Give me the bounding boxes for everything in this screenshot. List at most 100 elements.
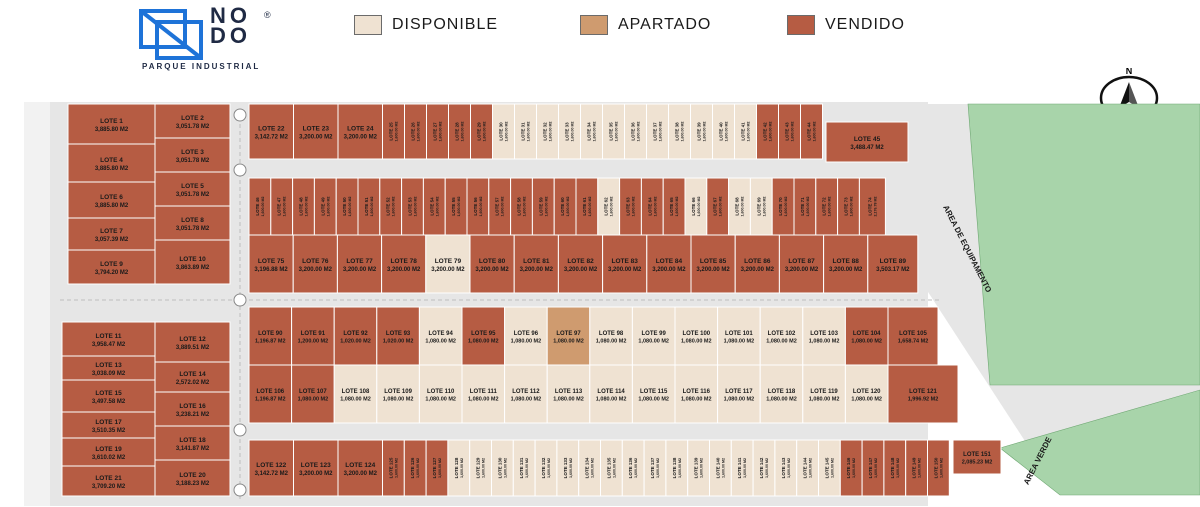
lot-lote-101[interactable]: LOTE 101 1,080.00 M2: [717, 306, 761, 366]
lot-lote-70[interactable]: LOTE 70 1,600.00 M2: [771, 177, 795, 236]
lot-lote-122[interactable]: LOTE 122 3,142.72 M2: [248, 439, 294, 497]
lot-lote-82[interactable]: LOTE 82 3,200.00 M2: [557, 234, 604, 294]
brand-logo[interactable]: NO DO ® PARQUE INDUSTRIAL: [138, 5, 288, 74]
lot-lote-51[interactable]: LOTE 51 1,600.00 M2: [357, 177, 381, 236]
lot-lote-34[interactable]: LOTE 34 1,600.00 M2: [580, 103, 603, 160]
lot-lote-47[interactable]: LOTE 47 1,600.00 M2: [270, 177, 294, 236]
lot-lote-79[interactable]: LOTE 79 3,200.00 M2: [425, 234, 471, 294]
lot-lote-76[interactable]: LOTE 76 3,200.00 M2: [292, 234, 338, 294]
lot-lote-137[interactable]: LOTE 137 1,600.00 M2: [643, 439, 667, 497]
lot-lote-39[interactable]: LOTE 39 1,600.00 M2: [690, 103, 713, 160]
lot-lote-63[interactable]: LOTE 63 1,600.00 M2: [619, 177, 642, 236]
lot-lote-21[interactable]: LOTE 21 3,709.20 M2: [61, 465, 156, 497]
lot-lote-26[interactable]: LOTE 26 1,600.00 M2: [404, 103, 427, 160]
lot-lote-31[interactable]: LOTE 31 1,600.00 M2: [514, 103, 537, 160]
lot-lote-58[interactable]: LOTE 58 1,600.00 M2: [510, 177, 533, 236]
lot-lote-22[interactable]: LOTE 22 3,142.72 M2: [248, 103, 294, 160]
lot-lote-3[interactable]: LOTE 3 3,051.78 M2: [154, 137, 231, 173]
lot-lote-59[interactable]: LOTE 59 1,600.00 M2: [531, 177, 555, 236]
lot-lote-41[interactable]: LOTE 41 1,600.00 M2: [734, 103, 757, 160]
lot-lote-48[interactable]: LOTE 48 1,600.00 M2: [292, 177, 315, 236]
lot-lote-28[interactable]: LOTE 28 1,600.00 M2: [448, 103, 471, 160]
lot-lote-45[interactable]: LOTE 45 3,488.47 M2: [825, 121, 909, 163]
lot-lote-150[interactable]: LOTE 150 1,600.00 M2: [927, 439, 950, 497]
lot-lote-73[interactable]: LOTE 73 1,600.00 M2: [837, 177, 860, 236]
lot-lote-87[interactable]: LOTE 87 3,200.00 M2: [778, 234, 825, 294]
lot-lote-92[interactable]: LOTE 92 1,020.00 M2: [333, 306, 378, 366]
lot-lote-140[interactable]: LOTE 140 1,600.00 M2: [709, 439, 732, 497]
lot-lote-40[interactable]: LOTE 40 1,600.00 M2: [712, 103, 735, 160]
lot-lote-116[interactable]: LOTE 116 1,080.00 M2: [674, 364, 719, 424]
lot-lote-126[interactable]: LOTE 126 1,600.00 M2: [403, 439, 427, 497]
lot-lote-42[interactable]: LOTE 42 1,600.00 M2: [756, 103, 779, 160]
lot-lote-131[interactable]: LOTE 131 1,600.00 M2: [512, 439, 536, 497]
lot-lote-25[interactable]: LOTE 25 1,600.00 M2: [382, 103, 405, 160]
lot-lote-4[interactable]: LOTE 4 3,885.80 M2: [67, 143, 156, 183]
lot-lote-18[interactable]: LOTE 18 3,141.87 M2: [154, 425, 231, 461]
lot-lote-23[interactable]: LOTE 23 3,200.00 M2: [293, 103, 339, 160]
lot-lote-75[interactable]: LOTE 75 3,196.88 M2: [248, 234, 294, 294]
lot-lote-121[interactable]: LOTE 121 1,996.92 M2: [887, 364, 959, 424]
lot-lote-2[interactable]: LOTE 2 3,051.78 M2: [154, 103, 231, 139]
lot-lote-20[interactable]: LOTE 20 3,188.23 M2: [154, 459, 231, 497]
lot-lote-64[interactable]: LOTE 64 1,600.00 M2: [640, 177, 664, 236]
lot-lote-11[interactable]: LOTE 11 3,958.47 M2: [61, 321, 156, 357]
lot-lote-67[interactable]: LOTE 67 1,600.00 M2: [706, 177, 730, 236]
lot-lote-85[interactable]: LOTE 85 3,200.00 M2: [690, 234, 736, 294]
lot-lote-147[interactable]: LOTE 147 1,600.00 M2: [861, 439, 885, 497]
lot-lote-119[interactable]: LOTE 119 1,080.00 M2: [802, 364, 846, 424]
lot-lote-49[interactable]: LOTE 49 1,600.00 M2: [313, 177, 337, 236]
lot-lote-89[interactable]: LOTE 89 3,503.17 M2: [867, 234, 919, 294]
lot-lote-112[interactable]: LOTE 112 1,080.00 M2: [504, 364, 548, 424]
lot-lote-72[interactable]: LOTE 72 1,600.00 M2: [815, 177, 839, 236]
lot-lote-35[interactable]: LOTE 35 1,600.00 M2: [602, 103, 625, 160]
lot-lote-113[interactable]: LOTE 113 1,080.00 M2: [546, 364, 591, 424]
lot-lote-138[interactable]: LOTE 138 1,600.00 M2: [665, 439, 689, 497]
lot-lote-16[interactable]: LOTE 16 3,238.21 M2: [154, 391, 231, 427]
lot-lote-27[interactable]: LOTE 27 1,600.00 M2: [426, 103, 449, 160]
lot-lote-102[interactable]: LOTE 102 1,080.00 M2: [759, 306, 804, 366]
lot-lote-17[interactable]: LOTE 17 3,510.35 M2: [61, 411, 156, 439]
lot-lote-71[interactable]: LOTE 71 1,600.00 M2: [793, 177, 817, 236]
lot-lote-62[interactable]: LOTE 62 1,600.00 M2: [597, 177, 621, 236]
lot-lote-54[interactable]: LOTE 54 1,600.00 M2: [422, 177, 446, 236]
lot-lote-145[interactable]: LOTE 145 1,600.00 M2: [818, 439, 841, 497]
lot-lote-7[interactable]: LOTE 7 3,057.39 M2: [67, 217, 156, 251]
lot-lote-127[interactable]: LOTE 127 1,600.00 M2: [425, 439, 449, 497]
lot-lote-99[interactable]: LOTE 99 1,080.00 M2: [631, 306, 676, 366]
lot-lote-29[interactable]: LOTE 29 1,600.00 M2: [470, 103, 493, 160]
lot-lote-133[interactable]: LOTE 133 1,600.00 M2: [556, 439, 580, 497]
lot-lote-144[interactable]: LOTE 144 1,600.00 M2: [796, 439, 820, 497]
lot-lote-109[interactable]: LOTE 109 1,080.00 M2: [376, 364, 420, 424]
lot-lote-33[interactable]: LOTE 33 1,600.00 M2: [558, 103, 581, 160]
lot-lote-149[interactable]: LOTE 149 1,600.00 M2: [905, 439, 929, 497]
lot-lote-36[interactable]: LOTE 36 1,600.00 M2: [624, 103, 647, 160]
lot-lote-9[interactable]: LOTE 9 3,794.20 M2: [67, 249, 156, 285]
lot-lote-69[interactable]: LOTE 69 1,600.00 M2: [749, 177, 773, 236]
lot-lote-1[interactable]: LOTE 1 3,885.80 M2: [67, 103, 156, 145]
lot-lote-83[interactable]: LOTE 83 3,200.00 M2: [602, 234, 648, 294]
lot-lote-24[interactable]: LOTE 24 3,200.00 M2: [337, 103, 383, 160]
lot-lote-44[interactable]: LOTE 44 1,600.00 M2: [800, 103, 823, 160]
lot-lote-139[interactable]: LOTE 139 1,600.00 M2: [687, 439, 711, 497]
lot-lote-135[interactable]: LOTE 135 1,600.00 M2: [600, 439, 623, 497]
lot-lote-5[interactable]: LOTE 5 3,051.78 M2: [154, 171, 231, 207]
lot-lote-14[interactable]: LOTE 14 2,572.02 M2: [154, 361, 231, 393]
lot-lote-143[interactable]: LOTE 143 1,600.00 M2: [774, 439, 798, 497]
lot-lote-86[interactable]: LOTE 86 3,200.00 M2: [734, 234, 780, 294]
lot-lote-128[interactable]: LOTE 128 1,600.00 M2: [447, 439, 471, 497]
lot-lote-110[interactable]: LOTE 110 1,080.00 M2: [418, 364, 463, 424]
lot-lote-94[interactable]: LOTE 94 1,080.00 M2: [418, 306, 463, 366]
lot-lote-30[interactable]: LOTE 30 1,600.00 M2: [492, 103, 515, 160]
lot-lote-125[interactable]: LOTE 125 1,600.00 M2: [382, 439, 405, 497]
lot-lote-95[interactable]: LOTE 95 1,080.00 M2: [461, 306, 506, 366]
lot-lote-105[interactable]: LOTE 105 1,658.74 M2: [887, 306, 939, 366]
lot-lote-106[interactable]: LOTE 106 1,196.87 M2: [248, 364, 293, 424]
lot-lote-90[interactable]: LOTE 90 1,196.87 M2: [248, 306, 293, 366]
lot-lote-111[interactable]: LOTE 111 1,080.00 M2: [461, 364, 506, 424]
lot-lote-151[interactable]: LOTE 151 2,085.23 M2: [952, 439, 1002, 475]
lot-lote-98[interactable]: LOTE 98 1,080.00 M2: [589, 306, 633, 366]
lot-lote-100[interactable]: LOTE 100 1,080.00 M2: [674, 306, 719, 366]
lot-lote-93[interactable]: LOTE 93 1,020.00 M2: [376, 306, 420, 366]
lot-lote-66[interactable]: LOTE 66 1,600.00 M2: [684, 177, 708, 236]
